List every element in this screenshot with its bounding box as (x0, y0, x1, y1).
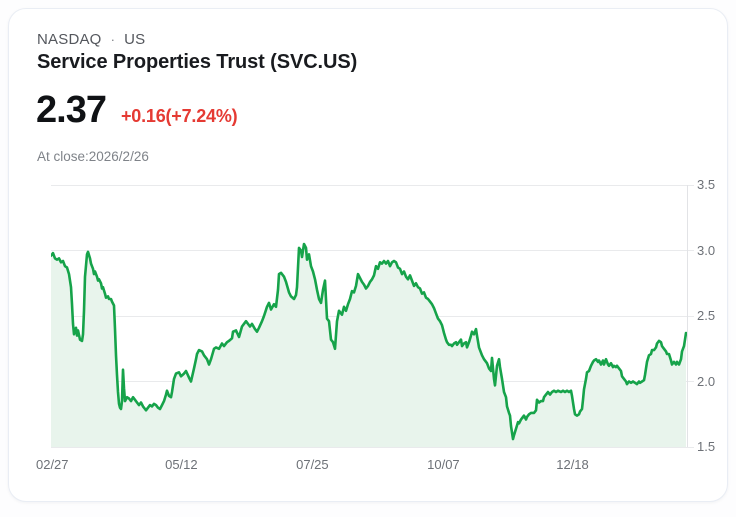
stock-quote-card: NASDAQ · US Service Properties Trust (SV… (8, 8, 728, 502)
y-tick-label: 1.5 (697, 439, 716, 454)
line-path (51, 242, 687, 441)
exchange-row: NASDAQ · US (37, 31, 145, 48)
y-tick-label: 2.5 (697, 308, 716, 323)
x-tick-label: 12/18 (556, 457, 589, 472)
gridline (51, 447, 694, 448)
as-of-label: At close:2026/2/26 (37, 149, 149, 164)
x-tick-label: 10/07 (427, 457, 460, 472)
chart-plot[interactable] (51, 185, 687, 447)
exchange-label: NASDAQ (37, 31, 102, 48)
y-axis-line (687, 185, 688, 447)
area-path (51, 244, 686, 447)
y-tick-label: 2.0 (697, 374, 716, 389)
price-line-chart (51, 242, 687, 447)
dot-separator: · (110, 32, 116, 47)
price-change: +0.16(+7.24%) (120, 106, 238, 126)
gridline (51, 185, 694, 186)
x-tick-label: 02/27 (35, 457, 69, 472)
region-label: US (124, 31, 146, 48)
gridline (51, 250, 694, 251)
price-row: 2.37 +0.16(+7.24%) (36, 89, 238, 132)
price-value: 2.37 (36, 89, 107, 131)
y-tick-label: 3.5 (697, 177, 716, 192)
price-chart: 3.5 3.0 2.5 2.0 1.5 02/27 05/12 07/25 10… (9, 9, 736, 517)
x-tick-label: 07/25 (296, 457, 329, 472)
y-tick-label: 3.0 (697, 243, 716, 258)
x-tick-label: 05/12 (165, 457, 198, 472)
stock-title: Service Properties Trust (SVC.US) (37, 51, 358, 73)
